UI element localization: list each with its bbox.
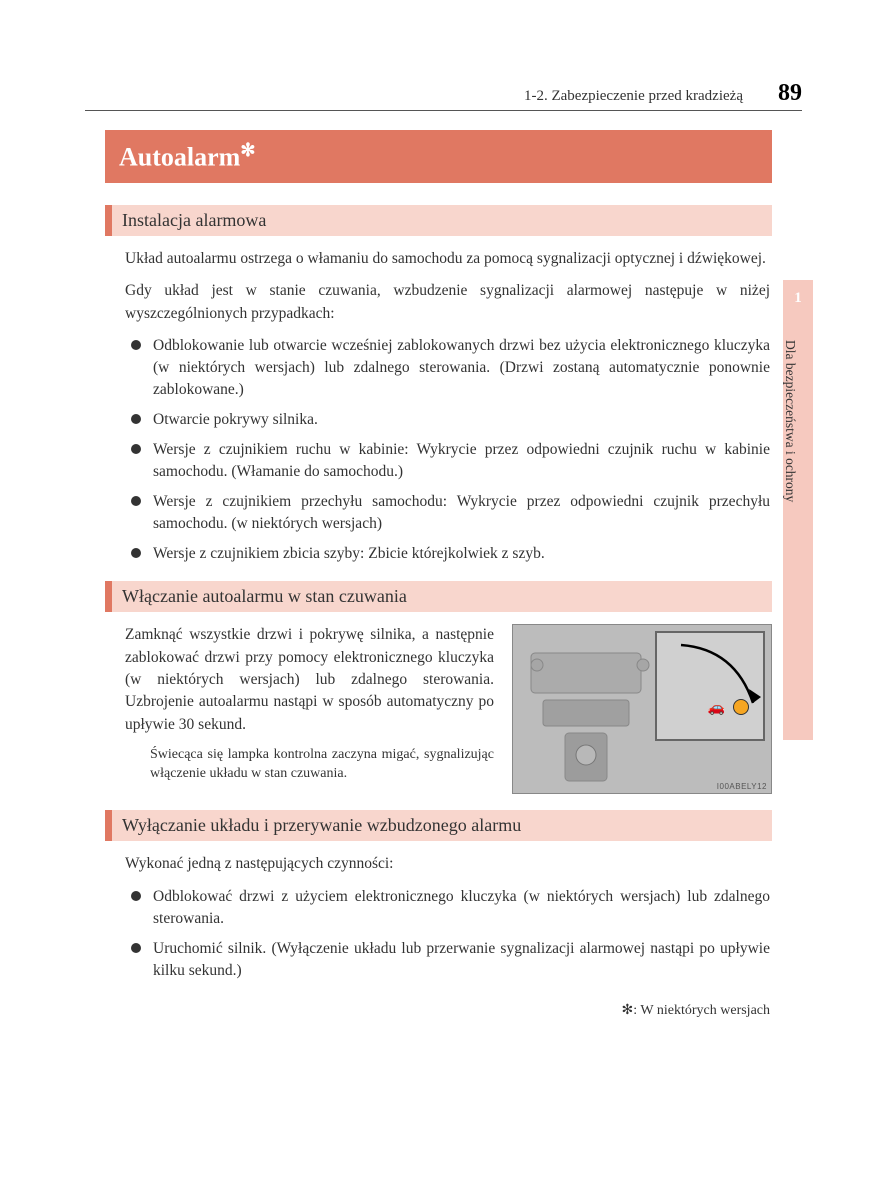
header-rule bbox=[85, 110, 802, 111]
bullet-list: Odblokować drzwi z użyciem elektroniczne… bbox=[105, 886, 772, 982]
list-item: Odblokowanie lub otwarcie wcześniej zabl… bbox=[153, 335, 770, 401]
footnote: ✻: W niektórych wersjach bbox=[105, 1002, 772, 1019]
caption-note: Świecąca się lampka kontrolna zaczyna mi… bbox=[125, 746, 494, 784]
list-item: Wersje z czujnikiem zbicia szyby: Zbicie… bbox=[153, 543, 770, 565]
manual-page: 1-2. Zabezpieczenie przed kradzieżą 89 1… bbox=[0, 0, 877, 1200]
text-column: Zamknąć wszystkie drzwi i pokrywę silnik… bbox=[125, 624, 494, 794]
list-item: Wersje z czujnikiem przechyłu samochodu:… bbox=[153, 491, 770, 535]
section-heading: Włączanie autoalarmu w stan czuwania bbox=[105, 581, 772, 612]
bullet-list: Odblokowanie lub otwarcie wcześniej zabl… bbox=[105, 335, 772, 565]
chapter-title: Autoalarm bbox=[119, 143, 240, 172]
page-number: 89 bbox=[778, 80, 802, 107]
body-paragraph: Gdy układ jest w stanie czuwania, wzbudz… bbox=[105, 280, 772, 325]
body-paragraph: Wykonać jedną z następujących czynności: bbox=[105, 853, 772, 875]
dashboard-illustration-icon bbox=[513, 625, 663, 795]
body-paragraph: Układ autoalarmu ostrzega o włamaniu do … bbox=[105, 248, 772, 270]
text-figure-row: Zamknąć wszystkie drzwi i pokrywę silnik… bbox=[105, 624, 772, 794]
page-header: 1-2. Zabezpieczenie przed kradzieżą 89 bbox=[85, 80, 802, 107]
dashboard-figure: 🚗 I00ABELY12 bbox=[512, 624, 772, 794]
figure-code: I00ABELY12 bbox=[717, 782, 767, 791]
footnote-marker-icon: ✻ bbox=[240, 140, 255, 160]
body-paragraph: Zamknąć wszystkie drzwi i pokrywę silnik… bbox=[125, 624, 494, 736]
list-item: Wersje z czujnikiem ruchu w kabinie: Wyk… bbox=[153, 439, 770, 483]
figure-callout: 🚗 bbox=[655, 631, 765, 741]
breadcrumb: 1-2. Zabezpieczenie przed kradzieżą bbox=[524, 88, 743, 105]
chapter-tab-number: 1 bbox=[783, 280, 813, 307]
list-item: Odblokować drzwi z użyciem elektroniczne… bbox=[153, 886, 770, 930]
section-heading: Instalacja alarmowa bbox=[105, 205, 772, 236]
chapter-tab-label: Dla bezpieczeństwa i ochrony bbox=[782, 340, 798, 502]
indicator-lamp-icon bbox=[733, 699, 749, 715]
list-item: Uruchomić silnik. (Wyłączenie układu lub… bbox=[153, 938, 770, 982]
list-item: Otwarcie pokrywy silnika. bbox=[153, 409, 770, 431]
car-lock-icon: 🚗 bbox=[708, 700, 725, 717]
chapter-title-box: Autoalarm✻ bbox=[105, 130, 772, 183]
page-content: Autoalarm✻ Instalacja alarmowa Układ aut… bbox=[105, 130, 772, 1019]
chapter-thumb-tab: 1 Dla bezpieczeństwa i ochrony bbox=[783, 280, 813, 740]
section-heading: Wyłączanie układu i przerywanie wzbudzon… bbox=[105, 810, 772, 841]
